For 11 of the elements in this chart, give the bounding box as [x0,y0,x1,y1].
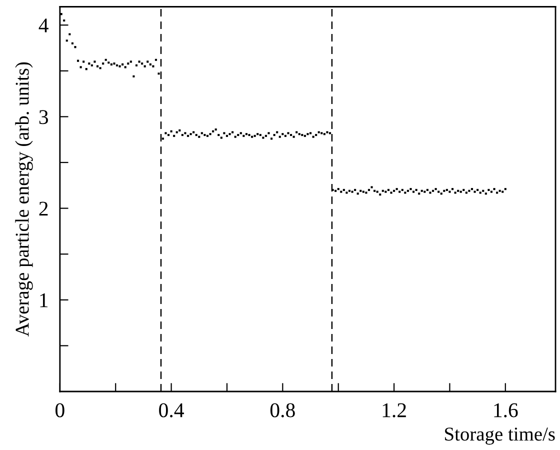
x-axis-title: Storage time/s [445,428,555,445]
y-tick-label: 3 [39,110,48,124]
y-tick-label: 4 [38,18,48,32]
x-tick-label: 0.8 [270,403,295,418]
x-tick-label: 0.4 [159,403,184,418]
x-tick-label: 1.2 [382,403,406,418]
y-tick-label: 2 [39,202,48,216]
x-tick-label: 0 [56,403,64,418]
y-axis-title: Average particle energy (arb. units) [15,62,33,337]
y-tick-label: 1 [40,293,48,308]
x-tick-label: 1.6 [494,403,518,418]
